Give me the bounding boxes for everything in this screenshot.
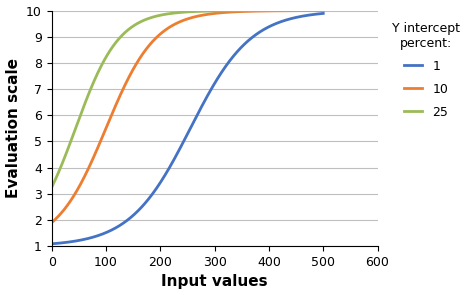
10 <box>320 9 326 12</box>
1 <box>320 12 326 15</box>
25 <box>312 9 318 12</box>
Y-axis label: Evaluation scale: Evaluation scale <box>6 58 21 198</box>
10 <box>313 9 318 12</box>
Line: 1: 1 <box>52 13 323 244</box>
25 <box>63 153 68 157</box>
25 <box>263 9 268 12</box>
10 <box>174 22 179 25</box>
1 <box>174 153 179 157</box>
10 <box>63 206 68 209</box>
1 <box>49 242 55 245</box>
Legend: 1, 10, 25: 1, 10, 25 <box>387 17 465 124</box>
25 <box>174 11 179 14</box>
10 <box>181 19 187 22</box>
10 <box>312 9 318 12</box>
25 <box>49 186 55 189</box>
1 <box>181 140 187 143</box>
Line: 10: 10 <box>52 11 323 223</box>
25 <box>181 10 187 14</box>
25 <box>320 9 326 12</box>
X-axis label: Input values: Input values <box>161 274 268 289</box>
25 <box>313 9 318 12</box>
1 <box>263 27 268 30</box>
10 <box>263 9 268 13</box>
1 <box>312 12 318 16</box>
1 <box>63 241 68 244</box>
Line: 25: 25 <box>52 11 323 187</box>
1 <box>313 12 318 16</box>
10 <box>49 221 55 224</box>
